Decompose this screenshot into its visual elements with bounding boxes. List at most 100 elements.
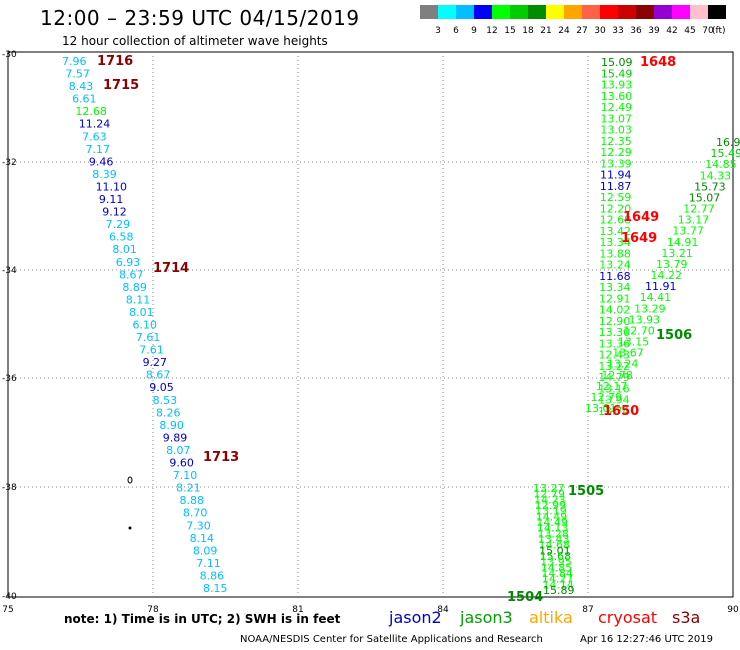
left-track-value: 7.63 [82, 130, 107, 143]
legend-label: 33 [612, 26, 624, 36]
diag-track-value: 16.9 [716, 136, 740, 149]
bottom-track-value: 13.95 [540, 556, 572, 569]
legend-swatch [420, 5, 438, 19]
left-track-value: 9.05 [149, 381, 174, 394]
y-tick-label: -34 [2, 266, 17, 276]
satellite-label: cryosat [598, 608, 658, 627]
bottom-track-value: 15.68 [540, 550, 572, 563]
left-track-value: 8.90 [159, 419, 184, 432]
left-track-value: 8.39 [92, 168, 117, 181]
diag-track-value: 14.22 [651, 269, 683, 282]
right-track-value: 13.16 [598, 382, 630, 395]
diag-track-value: 13.79 [656, 258, 688, 271]
time-label: 1506 [656, 328, 692, 343]
bottom-track-value: 13.28 [537, 527, 569, 540]
right-track-value: 13.42 [600, 225, 632, 238]
diag-track-value: 11.91 [645, 280, 677, 293]
legend-label: 12 [486, 26, 498, 36]
left-track-value: 8.07 [166, 444, 191, 457]
right-track-value: 13.34 [599, 281, 631, 294]
diag-track-value: 12.17 [596, 380, 628, 393]
legend-swatch [510, 5, 528, 19]
left-track-value: 8.67 [119, 268, 144, 281]
bottom-track-value: 15.89 [543, 584, 575, 597]
right-track-value: 12.68 [600, 214, 632, 227]
x-tick-label: 75 [2, 605, 13, 615]
right-track-value: 13.88 [599, 247, 631, 260]
legend-swatch [492, 5, 510, 19]
island-marker [127, 476, 133, 484]
bottom-track-value: 14.68 [539, 539, 571, 552]
left-track-value: 8.86 [200, 569, 225, 582]
diag-track-value: 13.01 [585, 402, 617, 415]
diag-track-value: 12.77 [683, 203, 715, 216]
diag-track-value: 15.07 [689, 191, 721, 204]
legend-swatch [654, 5, 672, 19]
right-track-value: 11.87 [600, 180, 632, 193]
legend-swatch [690, 5, 708, 19]
diag-track-value: 12.79 [590, 391, 622, 404]
map-frame [7, 51, 734, 598]
left-track-value: 8.89 [122, 281, 147, 294]
left-track-value: 8.67 [146, 369, 171, 382]
right-track-value: 12.59 [600, 191, 632, 204]
right-track-value: 13.03 [600, 124, 632, 137]
left-track-value: 7.61 [136, 331, 161, 344]
diag-track-value: 15.49 [711, 147, 740, 160]
legend-swatch [618, 5, 636, 19]
time-label: 1716 [97, 54, 133, 69]
legend-label: 30 [594, 26, 606, 36]
legend-swatch [600, 5, 618, 19]
time-label: 1649 [623, 210, 659, 225]
right-track-value: 13.34 [599, 236, 631, 249]
right-track-value: 13.24 [599, 259, 631, 272]
island-marker [128, 526, 132, 530]
legend-label: 24 [558, 26, 570, 36]
right-track-value: 13.60 [601, 90, 633, 103]
left-track-value: 9.11 [99, 193, 124, 206]
diag-track-value: 14.33 [700, 169, 732, 182]
left-track-value: 7.29 [106, 218, 130, 231]
legend-unit: (ft) [712, 26, 726, 36]
left-track-value: 8.01 [129, 306, 154, 319]
legend-swatch [672, 5, 690, 19]
left-track-value: 9.46 [89, 155, 114, 168]
legend-swatch [636, 5, 654, 19]
diag-track-value: 15.73 [694, 180, 726, 193]
left-track-value: 8.88 [180, 494, 205, 507]
left-track-value: 12.68 [75, 105, 107, 118]
right-track-value: 13.22 [598, 360, 630, 373]
legend-label: 27 [576, 26, 588, 36]
diag-track-value: 12.70 [623, 324, 655, 337]
diag-track-value: 13.15 [618, 336, 650, 349]
legend-label: 15 [504, 26, 516, 36]
x-tick-label: 81 [292, 605, 303, 615]
diag-track-value: 14.85 [705, 158, 737, 171]
legend-swatch [474, 5, 492, 19]
legend-label: 3 [435, 26, 441, 36]
right-track-value: 12.43 [598, 349, 630, 362]
diag-track-value: 13.24 [607, 358, 639, 371]
left-track-value: 6.93 [116, 256, 141, 269]
left-track-value: 8.15 [203, 582, 228, 595]
legend-swatch [564, 5, 582, 19]
time-label: 1649 [621, 231, 657, 246]
right-track-value: 12.35 [600, 135, 632, 148]
time-label: 1713 [203, 450, 239, 465]
left-track-value: 7.61 [139, 344, 164, 357]
legend-swatch [528, 5, 546, 19]
time-label: 1714 [153, 261, 189, 276]
right-track-value: 12.49 [601, 101, 633, 114]
left-track-value: 7.11 [196, 557, 221, 570]
left-track-value: 9.12 [102, 206, 127, 219]
bottom-track-value: 15.01 [539, 544, 571, 557]
bottom-track-value: 14.84 [541, 567, 573, 580]
diag-track-value: 14.41 [640, 291, 672, 304]
time-label: 1715 [103, 78, 139, 93]
left-track-value: 7.10 [173, 469, 198, 482]
left-track-value: 8.26 [156, 406, 181, 419]
legend-label: 18 [522, 26, 534, 36]
left-track-value: 11.10 [96, 180, 128, 193]
note-text: note: 1) Time is in UTC; 2) SWH is in fe… [64, 612, 341, 626]
